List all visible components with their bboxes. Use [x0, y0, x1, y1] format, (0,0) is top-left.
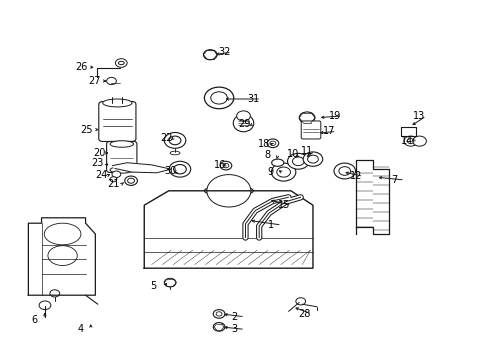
Circle shape: [169, 136, 181, 145]
Circle shape: [271, 163, 295, 181]
Text: 6: 6: [32, 315, 38, 325]
Circle shape: [333, 163, 355, 179]
Circle shape: [303, 152, 322, 166]
Text: 13: 13: [412, 111, 424, 121]
Text: 25: 25: [81, 125, 93, 135]
Text: 14: 14: [400, 136, 412, 146]
Circle shape: [206, 175, 250, 207]
Text: 32: 32: [218, 47, 230, 57]
Text: 21: 21: [107, 179, 120, 189]
Circle shape: [213, 310, 224, 318]
Text: 1: 1: [267, 220, 274, 230]
Circle shape: [50, 290, 60, 297]
Circle shape: [164, 132, 185, 148]
Circle shape: [287, 153, 308, 169]
Text: 26: 26: [75, 62, 87, 72]
Text: 30: 30: [164, 166, 176, 176]
Circle shape: [338, 167, 350, 175]
Ellipse shape: [110, 167, 133, 173]
Text: 20: 20: [93, 148, 105, 158]
Circle shape: [292, 157, 304, 166]
Text: 4: 4: [77, 324, 83, 334]
Ellipse shape: [213, 188, 244, 194]
Ellipse shape: [118, 61, 124, 65]
Text: 29: 29: [238, 119, 250, 129]
Circle shape: [210, 92, 227, 104]
Text: 24: 24: [95, 170, 107, 180]
Circle shape: [115, 59, 127, 67]
Circle shape: [223, 163, 228, 168]
Text: 28: 28: [298, 309, 310, 319]
Circle shape: [213, 323, 224, 331]
Circle shape: [216, 312, 222, 316]
Text: 8: 8: [264, 150, 270, 160]
Ellipse shape: [204, 185, 253, 196]
FancyBboxPatch shape: [99, 102, 136, 141]
Circle shape: [307, 155, 318, 163]
Ellipse shape: [102, 99, 132, 107]
Ellipse shape: [48, 246, 77, 266]
Polygon shape: [144, 191, 312, 268]
Polygon shape: [112, 163, 171, 173]
Text: 16: 16: [214, 159, 226, 170]
Text: 3: 3: [231, 324, 237, 334]
Text: 5: 5: [150, 281, 157, 291]
Circle shape: [164, 278, 176, 287]
Polygon shape: [28, 218, 95, 295]
Circle shape: [412, 136, 426, 146]
Ellipse shape: [170, 151, 180, 155]
Circle shape: [112, 171, 121, 177]
Text: 31: 31: [247, 94, 259, 104]
FancyBboxPatch shape: [106, 141, 137, 172]
Circle shape: [299, 112, 314, 123]
Circle shape: [266, 139, 278, 148]
Circle shape: [173, 165, 186, 174]
Circle shape: [39, 301, 51, 310]
Circle shape: [403, 136, 417, 146]
Circle shape: [124, 176, 137, 185]
Polygon shape: [355, 160, 388, 234]
Text: 10: 10: [286, 149, 298, 159]
Circle shape: [106, 77, 116, 85]
Circle shape: [295, 298, 305, 305]
Circle shape: [220, 161, 231, 170]
Ellipse shape: [110, 141, 133, 147]
Text: 17: 17: [322, 126, 334, 136]
FancyBboxPatch shape: [301, 121, 320, 139]
Text: 15: 15: [277, 200, 289, 210]
Circle shape: [269, 141, 275, 145]
Ellipse shape: [44, 223, 81, 245]
Circle shape: [204, 87, 233, 109]
Text: 9: 9: [266, 167, 273, 177]
Circle shape: [236, 111, 250, 121]
Text: 2: 2: [231, 312, 237, 322]
Circle shape: [276, 167, 290, 177]
Circle shape: [127, 178, 134, 183]
Circle shape: [169, 161, 190, 177]
Circle shape: [110, 177, 117, 182]
Ellipse shape: [271, 159, 283, 166]
Text: 12: 12: [349, 171, 361, 181]
Text: 7: 7: [390, 175, 397, 185]
Text: 23: 23: [91, 158, 103, 168]
Text: 18: 18: [258, 139, 270, 149]
Text: 11: 11: [301, 146, 313, 156]
Text: 22: 22: [160, 132, 173, 143]
Circle shape: [407, 139, 413, 144]
Ellipse shape: [233, 114, 253, 132]
Text: 19: 19: [328, 111, 340, 121]
Text: 27: 27: [88, 76, 101, 86]
Circle shape: [203, 50, 217, 60]
